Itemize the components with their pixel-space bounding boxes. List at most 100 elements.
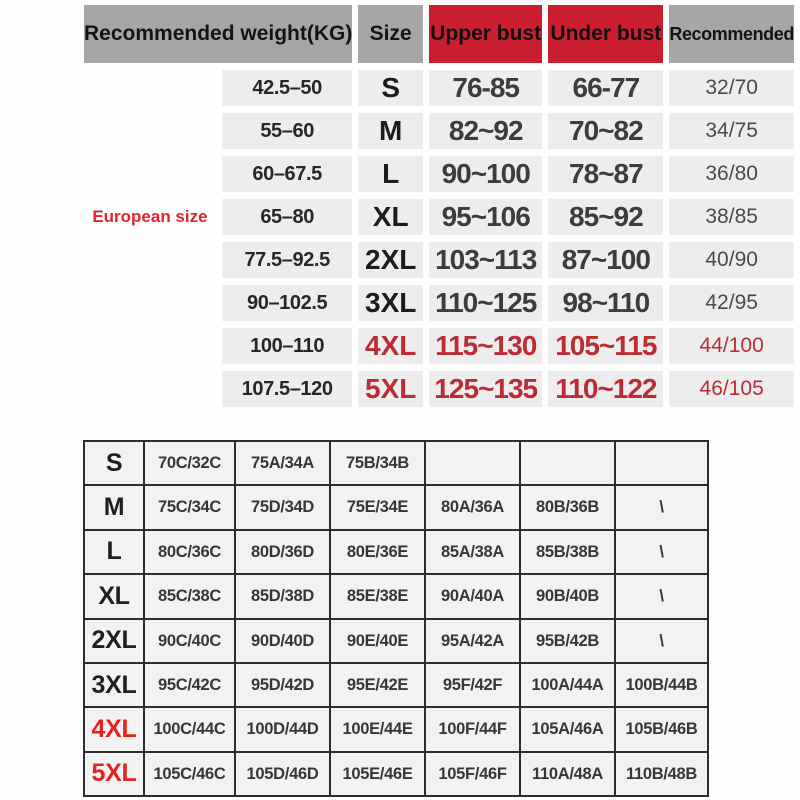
upper-cell: 115~130 (429, 328, 543, 364)
under-cell: 110~122 (548, 371, 664, 407)
under-cell: 66-77 (548, 70, 664, 106)
header-row: Recommended weight(KG) Size Upper bust U… (84, 5, 794, 63)
bra-size-label: 3XL (83, 661, 145, 709)
bra-size-cell (424, 439, 521, 487)
bra-size-cell: 95C/42C (143, 661, 236, 709)
measurement-row-2xl: 77.5–92.5 2XL 103~113 87~100 40/90 (84, 242, 794, 278)
size-cell: 4XL (358, 328, 424, 364)
weight-cell: 100–110 (221, 328, 353, 364)
upper-cell: 82~92 (429, 113, 543, 149)
measurement-row-4xl: 100–110 4XL 115~130 105~115 44/100 (84, 328, 794, 364)
upper-cell: 125~135 (429, 371, 543, 407)
bra-row-3xl: 3XL 95C/42C 95D/42D 95E/42E 95F/42F 100A/44A 1… (83, 661, 709, 709)
bra-size-cell: 100A/44A (519, 661, 616, 709)
bra-size-cell: 105D/46D (234, 750, 331, 798)
size-cell: 5XL (358, 371, 424, 407)
under-cell: 105~115 (548, 328, 664, 364)
under-cell: 78~87 (548, 156, 664, 192)
bra-size-cell: 90E/40E (329, 617, 426, 664)
bra-size-cell: 75B/34B (329, 439, 426, 487)
recommended-cell: 32/70 (669, 70, 794, 106)
upper-cell: 95~106 (429, 199, 543, 235)
upper-cell: 110~125 (429, 285, 543, 321)
measurement-row-s: 42.5–50 S 76-85 66-77 32/70 (84, 70, 794, 106)
left-margin-spacer (84, 242, 216, 278)
bra-size-cell: 105A/46A (519, 706, 616, 753)
bra-size-label: XL (83, 573, 145, 620)
bra-size-cell (614, 439, 709, 487)
bra-size-cell: 85E/38E (329, 573, 426, 620)
bra-size-cell: \ (614, 617, 709, 664)
under-cell: 85~92 (548, 199, 664, 235)
under-cell: 98~110 (548, 285, 664, 321)
recommended-cell: 38/85 (669, 199, 794, 235)
bra-size-cell: 100C/44C (143, 706, 236, 753)
bra-size-label: S (83, 439, 145, 487)
left-margin-spacer (84, 328, 216, 364)
size-cell: 3XL (358, 285, 424, 321)
weight-cell: 65–80 (221, 199, 353, 235)
bra-size-label: 2XL (83, 617, 145, 664)
bra-size-cell: 85A/38A (424, 528, 521, 576)
bra-size-cell: 110A/48A (519, 750, 616, 798)
bra-size-cell: 95E/42E (329, 661, 426, 709)
bra-size-cell: 90C/40C (143, 617, 236, 664)
recommended-cell: 46/105 (669, 371, 794, 407)
bra-size-cell: 75E/34E (329, 484, 426, 531)
size-cell: 2XL (358, 242, 424, 278)
bra-size-label: 4XL (83, 706, 145, 753)
measurement-size-table: Recommended weight(KG) Size Upper bust U… (78, 0, 800, 414)
left-margin-spacer (84, 113, 216, 149)
measurement-row-5xl: 107.5–120 5XL 125~135 110~122 46/105 (84, 371, 794, 407)
bra-size-cell: 95B/42B (519, 617, 616, 664)
bra-size-cell: 80B/36B (519, 484, 616, 531)
under-cell: 87~100 (548, 242, 664, 278)
weight-cell: 60–67.5 (221, 156, 353, 192)
size-cell: L (358, 156, 424, 192)
bra-size-cell: 95F/42F (424, 661, 521, 709)
bra-size-cell: \ (614, 573, 709, 620)
bra-row-5xl: 5XL 105C/46C 105D/46D 105E/46E 105F/46F 110A/… (83, 750, 709, 798)
measurement-row-xl: European size 65–80 XL 95~106 85~92 38/85 (84, 199, 794, 235)
weight-cell: 77.5–92.5 (221, 242, 353, 278)
weight-cell: 90–102.5 (221, 285, 353, 321)
bra-size-cell: 70C/32C (143, 439, 236, 487)
bra-size-cell: 80E/36E (329, 528, 426, 576)
bra-size-cell: 90B/40B (519, 573, 616, 620)
col-header-recommended: Recommended (669, 5, 794, 63)
bra-row-l: L 80C/36C 80D/36D 80E/36E 85A/38A 85B/38B \ (83, 528, 709, 576)
bra-size-cell: 85C/38C (143, 573, 236, 620)
bra-size-cell: 100B/44B (614, 661, 709, 709)
bra-size-cell: 100E/44E (329, 706, 426, 753)
bra-row-xl: XL 85C/38C 85D/38D 85E/38E 90A/40A 90B/40B \ (83, 573, 709, 620)
recommended-cell: 42/95 (669, 285, 794, 321)
bra-size-cell: 95D/42D (234, 661, 331, 709)
measurement-row-3xl: 90–102.5 3XL 110~125 98~110 42/95 (84, 285, 794, 321)
bra-size-cell: \ (614, 528, 709, 576)
weight-cell: 107.5–120 (221, 371, 353, 407)
bra-size-cell: 75C/34C (143, 484, 236, 531)
bra-size-cell: 100D/44D (234, 706, 331, 753)
bra-size-cell: 105F/46F (424, 750, 521, 798)
left-margin-spacer (84, 285, 216, 321)
bra-size-cell: 105C/46C (143, 750, 236, 798)
recommended-cell: 34/75 (669, 113, 794, 149)
bra-size-cell: 85B/38B (519, 528, 616, 576)
bra-size-cell: 105B/46B (614, 706, 709, 753)
bra-row-s: S 70C/32C 75A/34A 75B/34B (83, 439, 709, 487)
recommended-cell: 36/80 (669, 156, 794, 192)
col-header-recommended-weight: Recommended weight(KG) (84, 5, 353, 63)
bra-size-cell: 80C/36C (143, 528, 236, 576)
bra-size-cell: 75D/34D (234, 484, 331, 531)
bra-size-label: 5XL (83, 750, 145, 798)
bra-size-cell: 80A/36A (424, 484, 521, 531)
col-header-under-bust: Under bust (548, 5, 664, 63)
left-margin-spacer (84, 371, 216, 407)
upper-cell: 76-85 (429, 70, 543, 106)
upper-cell: 90~100 (429, 156, 543, 192)
size-cell: M (358, 113, 424, 149)
size-cell: XL (358, 199, 424, 235)
left-margin-spacer (84, 70, 216, 106)
weight-cell: 42.5–50 (221, 70, 353, 106)
bra-size-cell: 95A/42A (424, 617, 521, 664)
